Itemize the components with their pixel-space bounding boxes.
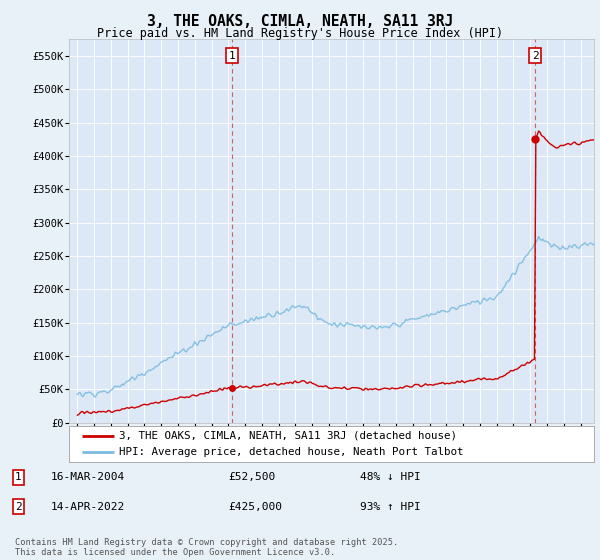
Text: 3, THE OAKS, CIMLA, NEATH, SA11 3RJ: 3, THE OAKS, CIMLA, NEATH, SA11 3RJ [147,14,453,29]
Text: HPI: Average price, detached house, Neath Port Talbot: HPI: Average price, detached house, Neat… [119,447,463,457]
Text: 3, THE OAKS, CIMLA, NEATH, SA11 3RJ (detached house): 3, THE OAKS, CIMLA, NEATH, SA11 3RJ (det… [119,431,457,441]
Text: £52,500: £52,500 [228,472,275,482]
Text: 48% ↓ HPI: 48% ↓ HPI [360,472,421,482]
Text: 1: 1 [229,51,235,60]
Text: Contains HM Land Registry data © Crown copyright and database right 2025.
This d: Contains HM Land Registry data © Crown c… [15,538,398,557]
Text: Price paid vs. HM Land Registry's House Price Index (HPI): Price paid vs. HM Land Registry's House … [97,27,503,40]
Text: 2: 2 [532,51,539,60]
Text: 93% ↑ HPI: 93% ↑ HPI [360,502,421,512]
Text: 1: 1 [15,472,22,482]
Text: £425,000: £425,000 [228,502,282,512]
Text: 16-MAR-2004: 16-MAR-2004 [51,472,125,482]
Text: 14-APR-2022: 14-APR-2022 [51,502,125,512]
Text: 2: 2 [15,502,22,512]
